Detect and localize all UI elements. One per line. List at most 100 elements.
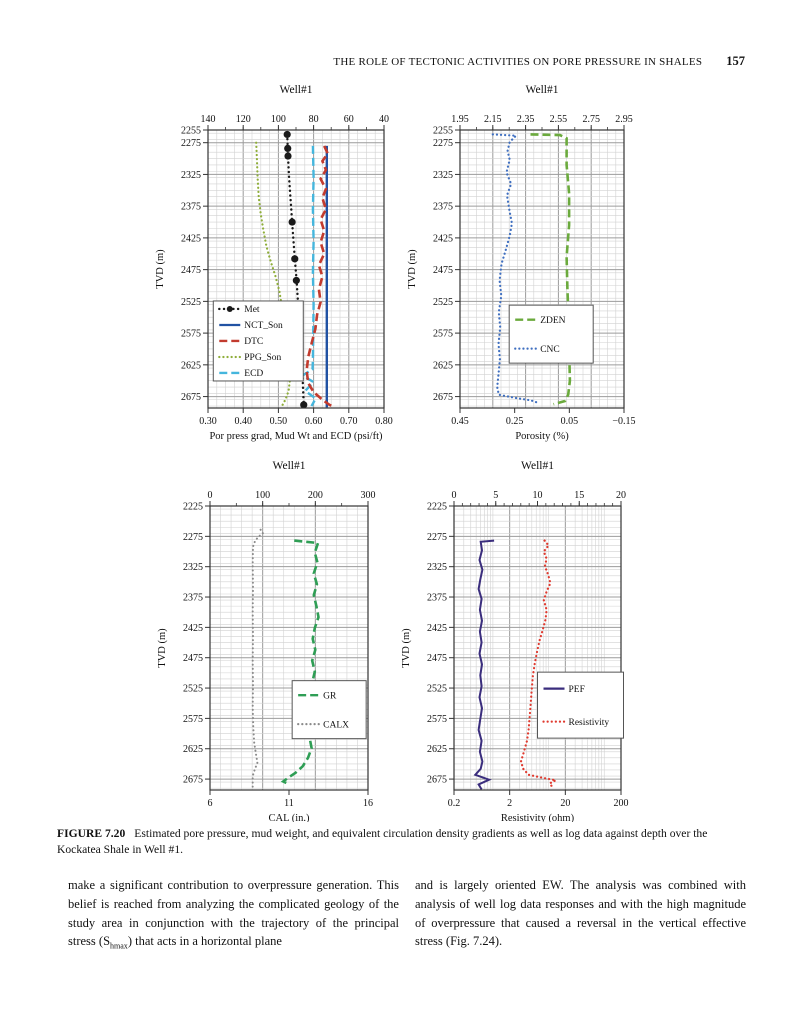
svg-text:−0.15: −0.15 [612, 416, 635, 427]
chart-gr-cal: 0 100 200 300 2225 2275 2325 2375 2425 2475 2525 25… [157, 460, 376, 822]
svg-text:0.30: 0.30 [199, 416, 217, 427]
svg-text:Well#1: Well#1 [525, 84, 558, 96]
svg-text:Well#1: Well#1 [521, 460, 554, 472]
svg-text:2625: 2625 [183, 744, 203, 755]
svg-text:2275: 2275 [427, 532, 447, 543]
svg-text:60: 60 [343, 114, 353, 125]
running-title: THE ROLE OF TECTONIC ACTIVITIES ON PORE … [333, 56, 703, 68]
page-number: 157 [726, 54, 745, 68]
svg-text:100: 100 [270, 114, 285, 125]
body-right-text: and is largely oriented EW. The analysis… [415, 878, 746, 949]
svg-text:2375: 2375 [181, 202, 201, 213]
svg-text:Resistivity: Resistivity [569, 718, 610, 728]
svg-text:2325: 2325 [427, 562, 447, 573]
chart-row-bottom: 0 100 200 300 2225 2275 2325 2375 2425 2475 2525 25… [0, 456, 791, 822]
svg-text:2575: 2575 [183, 714, 203, 725]
svg-text:ECD: ECD [244, 369, 263, 379]
svg-text:DTC: DTC [244, 337, 263, 347]
body-left-a: make a significant contribution to overp… [68, 878, 399, 949]
svg-text:Porosity (%): Porosity (%) [515, 431, 569, 442]
svg-text:200: 200 [308, 490, 323, 501]
svg-text:6: 6 [208, 798, 213, 809]
svg-text:15: 15 [574, 490, 584, 501]
svg-text:2.35: 2.35 [516, 114, 534, 125]
figure-caption: FIGURE 7.20 Estimated pore pressure, mud … [57, 826, 737, 858]
svg-text:300: 300 [361, 490, 376, 501]
svg-text:TVD (m): TVD (m) [155, 249, 166, 289]
svg-text:80: 80 [308, 114, 318, 125]
svg-text:Well#1: Well#1 [279, 84, 312, 96]
svg-text:16: 16 [363, 798, 373, 809]
svg-text:0.50: 0.50 [269, 416, 287, 427]
svg-text:2575: 2575 [181, 329, 201, 340]
svg-text:2255: 2255 [433, 126, 453, 137]
svg-text:2275: 2275 [181, 138, 201, 149]
svg-text:CAL (in.): CAL (in.) [268, 813, 310, 822]
svg-text:11: 11 [284, 798, 294, 809]
svg-text:TVD (m): TVD (m) [157, 628, 168, 668]
svg-text:20: 20 [560, 798, 570, 809]
svg-text:140: 140 [200, 114, 215, 125]
running-header: THE ROLE OF TECTONIC ACTIVITIES ON PORE … [0, 54, 745, 69]
figure-caption-label: FIGURE 7.20 [57, 827, 126, 840]
svg-text:0: 0 [208, 490, 213, 501]
svg-text:0.40: 0.40 [234, 416, 252, 427]
svg-text:2625: 2625 [181, 360, 201, 371]
svg-text:2675: 2675 [181, 392, 201, 403]
svg-text:Met: Met [244, 305, 260, 315]
svg-text:20: 20 [616, 490, 626, 501]
svg-text:200: 200 [614, 798, 629, 809]
svg-text:2575: 2575 [427, 714, 447, 725]
svg-text:2275: 2275 [183, 532, 203, 543]
svg-text:2375: 2375 [427, 593, 447, 604]
svg-text:2375: 2375 [433, 202, 453, 213]
svg-text:0.45: 0.45 [451, 416, 469, 427]
svg-text:2625: 2625 [427, 744, 447, 755]
svg-text:100: 100 [255, 490, 270, 501]
svg-text:2525: 2525 [183, 684, 203, 695]
svg-text:TVD (m): TVD (m) [407, 249, 418, 289]
chart-row-top: 140 120 100 80 60 40 2255 2275 2325 2375 2425 2475 2… [0, 80, 791, 442]
svg-text:0.25: 0.25 [505, 416, 523, 427]
svg-text:0: 0 [452, 490, 457, 501]
figure-7-20: 140 120 100 80 60 40 2255 2275 2325 2375 2425 2475 2… [0, 80, 791, 822]
svg-text:2475: 2475 [183, 653, 203, 664]
svg-text:GR: GR [323, 691, 337, 701]
svg-text:ZDEN: ZDEN [540, 316, 565, 326]
svg-text:2.75: 2.75 [582, 114, 600, 125]
svg-text:0.05: 0.05 [560, 416, 578, 427]
svg-text:2475: 2475 [433, 265, 453, 276]
svg-text:2475: 2475 [181, 265, 201, 276]
svg-text:2425: 2425 [183, 623, 203, 634]
body-column-left: make a significant contribution to overp… [68, 876, 399, 953]
svg-text:CALX: CALX [323, 720, 349, 730]
svg-text:2375: 2375 [183, 593, 203, 604]
chart-pef-resistivity: 0 5 10 15 20 2225 2275 2325 2375 2425 2475 2525 2575… [401, 460, 629, 822]
svg-text:2.15: 2.15 [484, 114, 502, 125]
svg-text:1.95: 1.95 [451, 114, 469, 125]
svg-text:0.2: 0.2 [448, 798, 461, 809]
svg-text:Por press grad, Mud Wt and ECD: Por press grad, Mud Wt and ECD (psi/ft) [209, 431, 383, 442]
svg-text:PPG_Son: PPG_Son [244, 353, 281, 363]
svg-text:0.80: 0.80 [375, 416, 393, 427]
svg-text:2325: 2325 [433, 170, 453, 181]
svg-text:NCT_Son: NCT_Son [244, 321, 283, 331]
svg-text:2525: 2525 [427, 684, 447, 695]
svg-text:2: 2 [507, 798, 512, 809]
svg-text:2525: 2525 [433, 297, 453, 308]
svg-text:5: 5 [493, 490, 498, 501]
svg-text:Resistivity (ohm): Resistivity (ohm) [501, 813, 575, 822]
figure-caption-text: Estimated pore pressure, mud weight, and… [57, 827, 708, 857]
svg-text:CNC: CNC [540, 345, 560, 355]
svg-text:40: 40 [379, 114, 389, 125]
svg-text:2325: 2325 [183, 562, 203, 573]
svg-text:Well#1: Well#1 [273, 460, 306, 472]
svg-text:2425: 2425 [181, 233, 201, 244]
svg-text:2225: 2225 [183, 502, 203, 513]
svg-text:10: 10 [533, 490, 543, 501]
svg-text:2575: 2575 [433, 329, 453, 340]
svg-text:2525: 2525 [181, 297, 201, 308]
svg-text:2225: 2225 [427, 502, 447, 513]
